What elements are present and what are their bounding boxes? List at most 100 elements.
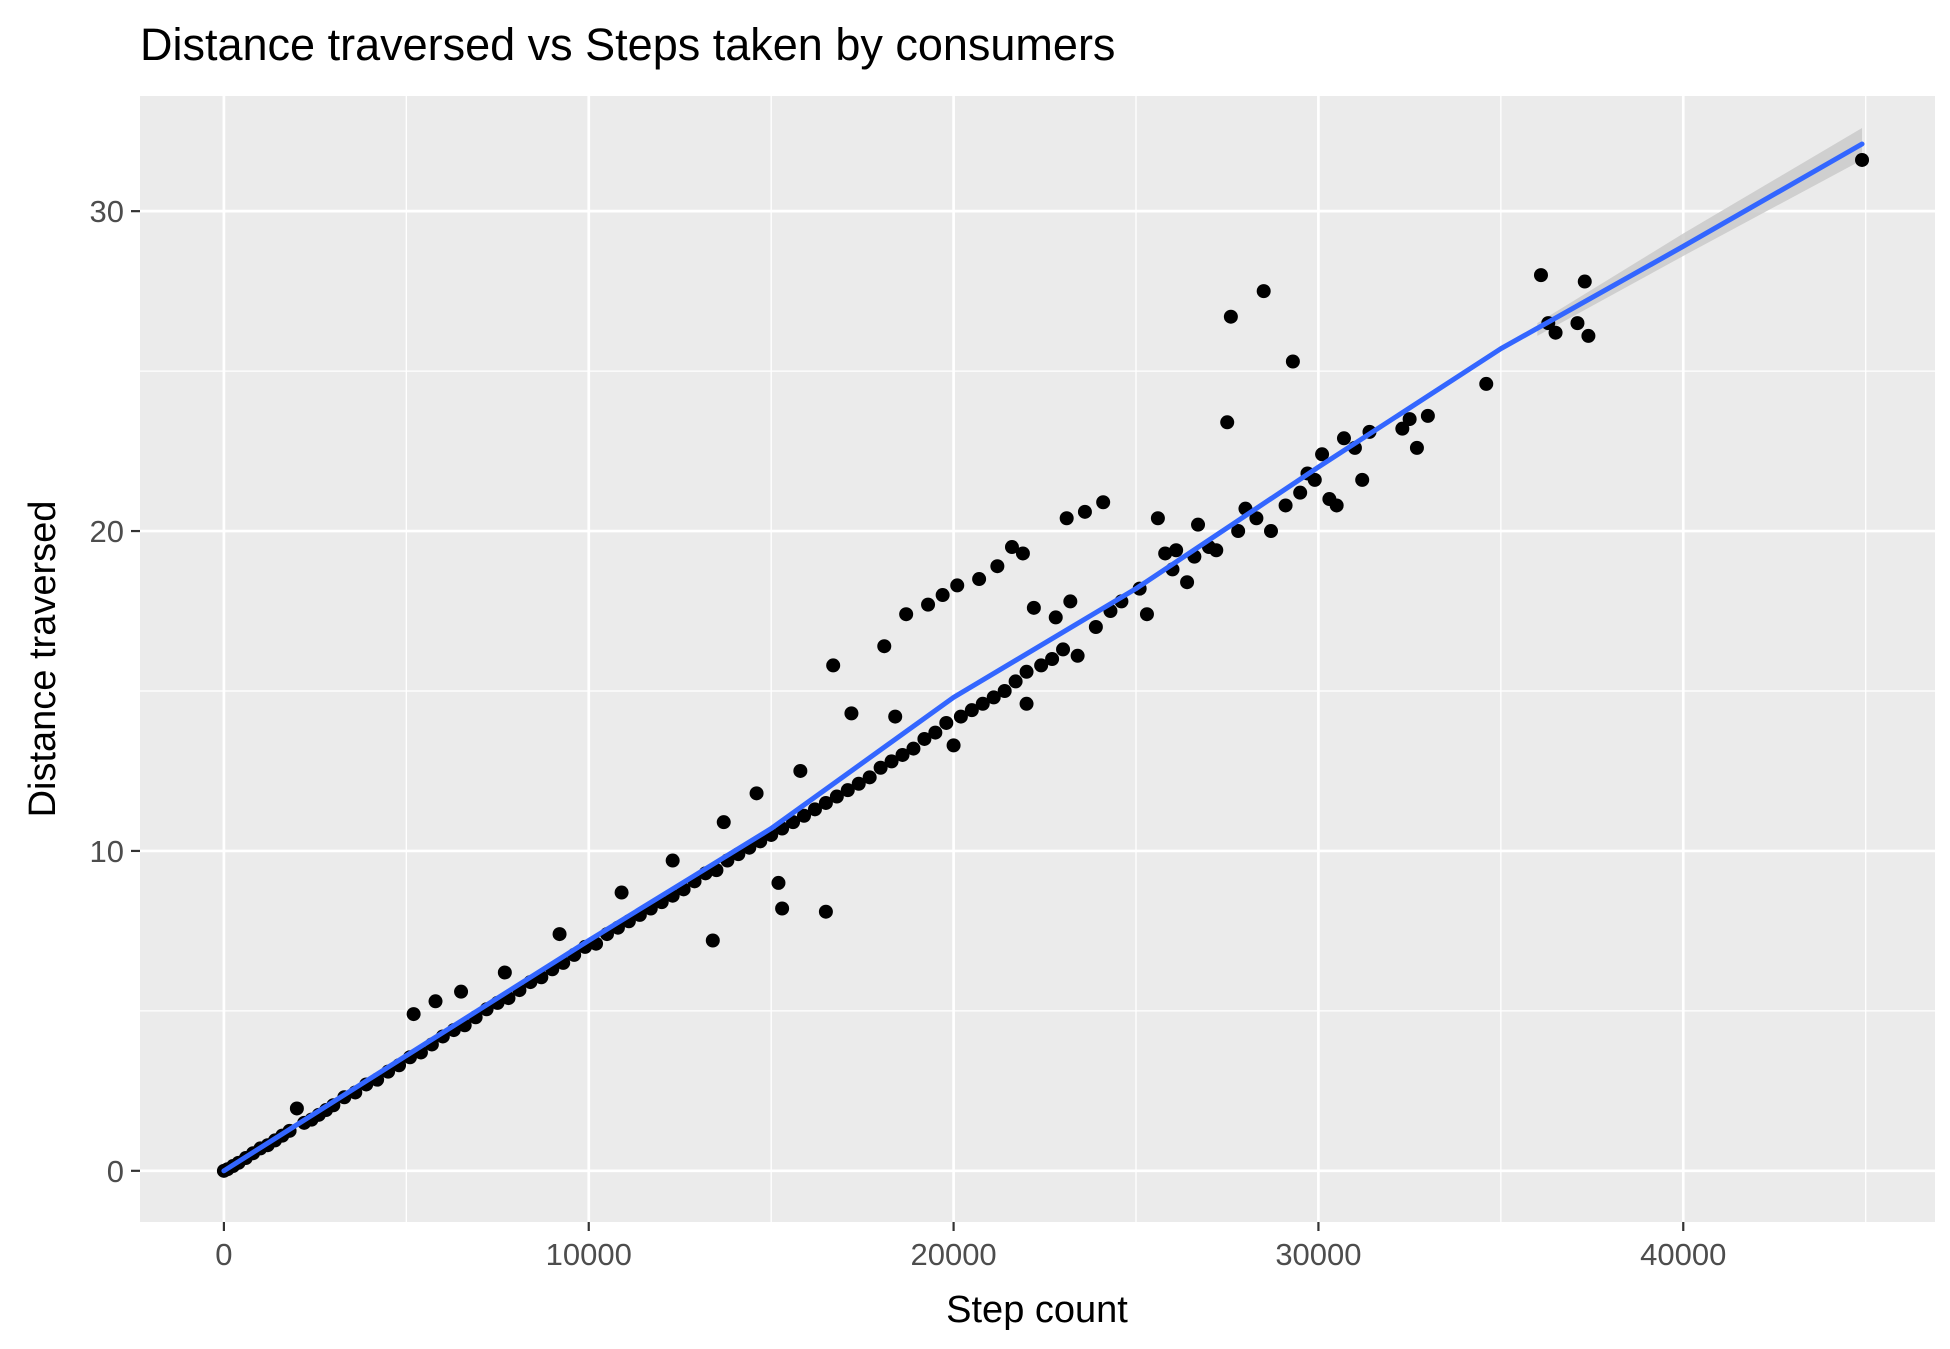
scatter-point [1533,268,1548,283]
scatter-point [1070,648,1085,663]
scatter-point [1008,674,1023,689]
scatter-point [826,658,841,673]
y-tick-label: 30 [90,194,124,229]
scatter-point [953,709,968,724]
x-tick-label: 30000 [1275,1237,1361,1272]
scatter-point [862,770,877,785]
y-axis: 0 10 20 30 [90,194,140,1189]
scatter-point [1336,431,1351,446]
x-axis: 0 10000 20000 30000 40000 [215,1222,1726,1272]
scatter-point [1355,472,1370,487]
scatter-point [1015,546,1030,561]
scatter-point [844,706,859,721]
scatter-point [818,795,833,810]
scatter-point [1169,543,1184,558]
scatter-point [775,901,790,916]
scatter-point [1150,511,1165,526]
scatter-point [454,984,469,999]
scatter-point [1048,610,1063,625]
scatter-point [1395,421,1410,436]
scatter-point [950,578,965,593]
x-tick-label: 20000 [910,1237,996,1272]
scatter-point [497,965,512,980]
major-gridlines [140,96,1935,1222]
scatter-point [1293,485,1308,500]
scatter-point [1256,284,1271,299]
scatter-point [552,927,567,942]
scatter-point [289,1101,304,1116]
scatter-point [1019,664,1034,679]
scatter-point [1139,607,1154,622]
y-axis-title: Distance traversed [22,501,64,818]
scatter-point [972,572,987,587]
scatter-point [797,808,812,823]
scatter-point [665,853,680,868]
scatter-point [939,715,954,730]
scatter-point [928,725,943,740]
y-tick-label: 0 [107,1154,124,1189]
x-tick-label: 10000 [546,1237,632,1272]
scatter-point [895,747,910,762]
scatter-point [1263,524,1278,539]
scatter-point [1004,540,1019,555]
scatter-point [807,802,822,817]
scatter-point [851,776,866,791]
scatter-point [899,607,914,622]
scatter-point [1019,696,1034,711]
scatter-point [1059,511,1074,526]
minor-gridlines [140,96,1935,1222]
scatter-point [428,994,443,1009]
scatter-point [1479,376,1494,391]
scatter-point [888,709,903,724]
scatter-point [986,690,1001,705]
scatter-point [1056,642,1071,657]
scatter-point [786,815,801,830]
trend-line-path [221,141,1865,1174]
trend-line [221,141,1865,1174]
scatter-point [793,763,808,778]
scatter-point [877,639,892,654]
scatter-point [906,741,921,756]
scatter-point [1088,620,1103,635]
scatter-point [1209,543,1224,558]
scatter-point [1158,546,1173,561]
scatter-point [1063,594,1078,609]
scatter-point [1409,440,1424,455]
scatter-point [614,885,629,900]
scatter-point [1581,328,1596,343]
scatter-point [946,738,961,753]
scatter-point [1307,472,1322,487]
scatter-point [1026,600,1041,615]
y-tick-label: 10 [90,834,124,869]
scatter-point [1855,152,1870,167]
scatter-point [1096,495,1111,510]
scatter-point [873,760,888,775]
scatter-point [935,588,950,603]
scatter-point [716,815,731,830]
scatter-point [1577,274,1592,289]
scatter-point [1231,524,1246,539]
scatter-point [1223,309,1238,324]
scatter-point [1285,354,1300,369]
scatter-point [1570,316,1585,331]
scatter-point [406,1007,421,1022]
scatter-point [749,786,764,801]
x-tick-label: 0 [215,1237,232,1272]
chart-title: Distance traversed vs Steps taken by con… [140,19,1115,70]
scatter-point [818,904,833,919]
scatter-point [1402,412,1417,427]
scatter-point [997,683,1012,698]
scatter-point [1548,325,1563,340]
x-tick-label: 40000 [1640,1237,1726,1272]
x-axis-title: Step count [946,1289,1128,1331]
scatter-point [1278,498,1293,513]
scatter-point [1249,511,1264,526]
scatter-point [990,559,1005,574]
y-tick-label: 20 [90,514,124,549]
scatter-point [975,696,990,711]
scatter-point [921,597,936,612]
scatter-point [1220,415,1235,430]
scatter-point [1191,517,1206,532]
scatter-point [771,875,786,890]
